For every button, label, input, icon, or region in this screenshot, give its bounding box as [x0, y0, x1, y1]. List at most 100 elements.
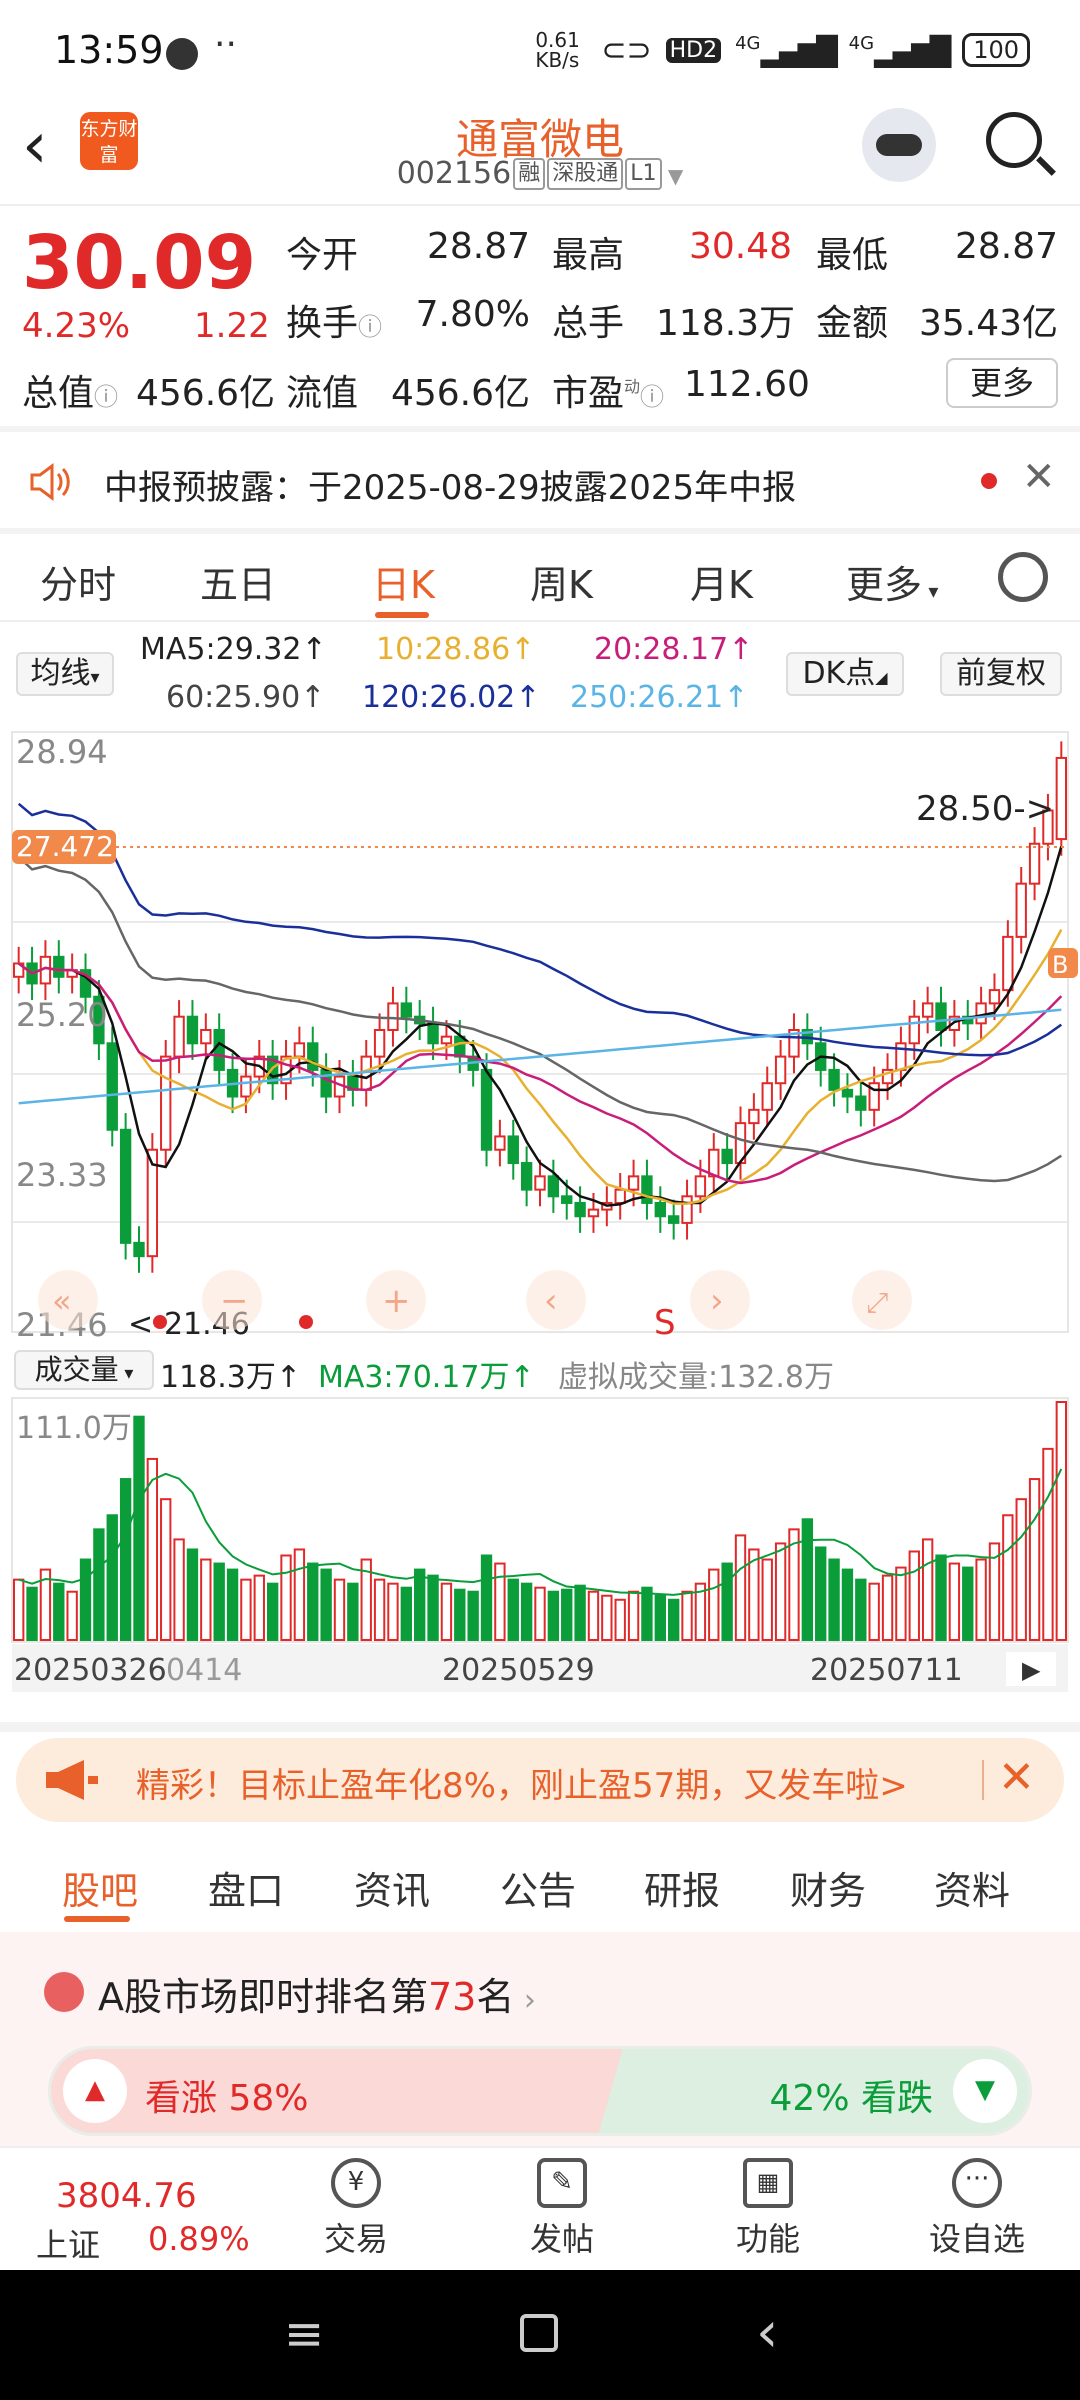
- close-icon[interactable]: ✕: [998, 1752, 1035, 1803]
- y-tick-mid1: 25.20: [16, 996, 108, 1034]
- tab-more[interactable]: 更多 ▾: [846, 563, 939, 607]
- ma-selector[interactable]: 均线▾: [16, 652, 114, 696]
- notice-bar[interactable]: 中报预披露：于2025-08-29披露2025年中报 ✕: [0, 432, 1080, 528]
- candle: [1042, 809, 1054, 845]
- volume-selector[interactable]: 成交量 ▾: [14, 1350, 154, 1390]
- arrow-down-icon[interactable]: ▼: [953, 2059, 1017, 2123]
- search-icon[interactable]: [986, 112, 1042, 168]
- stock-header: ‹ 东方财富 通富微电 002156 融深股通 L1 ▼: [0, 100, 1080, 204]
- candle: [119, 1128, 132, 1244]
- post-button[interactable]: ✎ 发帖: [512, 2158, 612, 2260]
- rank-text[interactable]: A股市场即时排名第73名 ›: [98, 1975, 536, 2019]
- back-nav-icon[interactable]: ‹: [756, 2300, 779, 2365]
- tab-forum[interactable]: 股吧: [62, 1869, 139, 1913]
- tab-finance[interactable]: 财务: [790, 1869, 867, 1913]
- volume-bar: [480, 1554, 493, 1641]
- bullish-fill[interactable]: [51, 2049, 638, 2133]
- event-dot: [153, 1315, 167, 1329]
- candle: [614, 1188, 626, 1204]
- tab-announcements[interactable]: 公告: [500, 1869, 577, 1913]
- dk-point-button[interactable]: DK点◢: [786, 652, 904, 696]
- volume-bar: [307, 1562, 319, 1641]
- tab-daily-k[interactable]: 日K: [372, 563, 435, 607]
- scroll-right-icon: ▶: [1022, 1656, 1041, 1684]
- tab-monthly-k[interactable]: 月K: [690, 563, 753, 607]
- tab-profile[interactable]: 资料: [934, 1869, 1011, 1913]
- more-button[interactable]: 更多: [946, 358, 1058, 408]
- assistant-robot-icon[interactable]: [862, 108, 936, 182]
- candle: [988, 989, 1001, 1005]
- candle: [79, 969, 92, 998]
- volume-bar: [387, 1582, 399, 1641]
- candle: [694, 1175, 707, 1198]
- menu-icon[interactable]: ≡: [284, 2306, 325, 2362]
- adjust-button[interactable]: 前复权: [940, 652, 1062, 696]
- index-name[interactable]: 上证: [36, 2226, 101, 2264]
- tab-research[interactable]: 研报: [644, 1869, 721, 1913]
- tab-orderbook[interactable]: 盘口: [208, 1869, 285, 1913]
- home-icon[interactable]: [520, 2314, 558, 2352]
- ma60-line: [17, 856, 1062, 1183]
- candle: [400, 1002, 413, 1018]
- candle: [320, 1068, 332, 1098]
- volume-bar: [360, 1558, 372, 1641]
- kline-chart[interactable]: 27.472 28.94 25.20 23.33 21.46 28.50-> <…: [0, 722, 1080, 1342]
- volume-bar: [667, 1598, 680, 1642]
- low-value: 28.87: [954, 226, 1058, 267]
- quote-panel: 30.09 4.23% 1.22 总值ⓘ 456.6亿 今开 28.87 最高 …: [0, 206, 1080, 426]
- volume-bar: [467, 1590, 479, 1641]
- candle: [160, 1055, 172, 1151]
- edit-icon: ✎: [537, 2158, 587, 2208]
- stock-name: 通富微电: [455, 115, 624, 164]
- next-icon: [690, 1270, 750, 1330]
- tab-weekly-k[interactable]: 周K: [530, 563, 593, 607]
- candle: [1055, 756, 1067, 841]
- date-2: 20250529: [442, 1653, 595, 1688]
- volume-bar: [801, 1518, 814, 1641]
- tab-news[interactable]: 资讯: [354, 1869, 431, 1913]
- high-annotation: 28.50->: [916, 789, 1054, 829]
- pe-value: 112.60: [684, 364, 810, 405]
- close-icon[interactable]: ✕: [1022, 454, 1056, 500]
- svg-text:+: +: [382, 1281, 411, 1321]
- arrow-up-icon[interactable]: ▲: [63, 2059, 127, 2123]
- low-label: 最低: [816, 235, 889, 276]
- trade-button[interactable]: ¥ 交易: [306, 2158, 406, 2260]
- candle: [627, 1175, 640, 1191]
- volume-bar: [948, 1562, 961, 1641]
- volume-bar: [293, 1548, 306, 1641]
- volume-bar: [627, 1590, 640, 1641]
- tag-level[interactable]: L1: [625, 158, 662, 190]
- sentiment-bar: ▲ 看涨 58% 42% 看跌 ▼: [48, 2046, 1032, 2136]
- volume-bar: [26, 1586, 38, 1641]
- svg-text:‹: ‹: [544, 1281, 558, 1321]
- candle: [93, 995, 105, 1045]
- back-icon[interactable]: ‹: [22, 109, 48, 183]
- gear-icon[interactable]: [998, 552, 1048, 602]
- functions-button[interactable]: ▦ 功能: [718, 2158, 818, 2260]
- volume-bar: [895, 1566, 907, 1641]
- period-tabs: 分时 五日 日K 周K 月K 更多 ▾: [0, 534, 1080, 620]
- volume-bar: [641, 1586, 653, 1641]
- volume-bar: [788, 1528, 800, 1641]
- amount-label: 金额: [816, 303, 889, 344]
- add-watchlist-button[interactable]: ··· 设自选: [922, 2158, 1032, 2260]
- volume-bar: [975, 1558, 987, 1641]
- chevron-down-icon[interactable]: ▼: [661, 164, 684, 188]
- tab-5day[interactable]: 五日: [200, 563, 277, 607]
- tab-intraday[interactable]: 分时: [40, 563, 117, 607]
- link-icon: ⊂⊃: [601, 32, 652, 68]
- turnover-label: 换手ⓘ: [286, 303, 383, 344]
- volume-bar: [908, 1550, 920, 1642]
- app-logo[interactable]: 东方财富: [80, 112, 138, 170]
- volume-chart[interactable]: 111.0万 20250326 0414 20250529 20250711 ▶: [0, 1394, 1080, 1694]
- candle: [721, 1148, 733, 1165]
- index-change[interactable]: 0.89%: [148, 2220, 250, 2258]
- candle: [307, 1042, 319, 1071]
- promo-banner[interactable]: 精彩！目标止盈年化8%，刚止盈57期，又发车啦> ✕: [16, 1738, 1064, 1822]
- status-right: 0.61 KB/s ⊂⊃ HD2 4G▂▄▆█ 4G▂▄▆█ 100: [535, 30, 1030, 70]
- volume-bar: [414, 1568, 426, 1641]
- notification-icon: [166, 38, 198, 70]
- index-value[interactable]: 3804.76: [56, 2176, 197, 2216]
- virtual-volume: 虚拟成交量:132.8万: [558, 1360, 834, 1395]
